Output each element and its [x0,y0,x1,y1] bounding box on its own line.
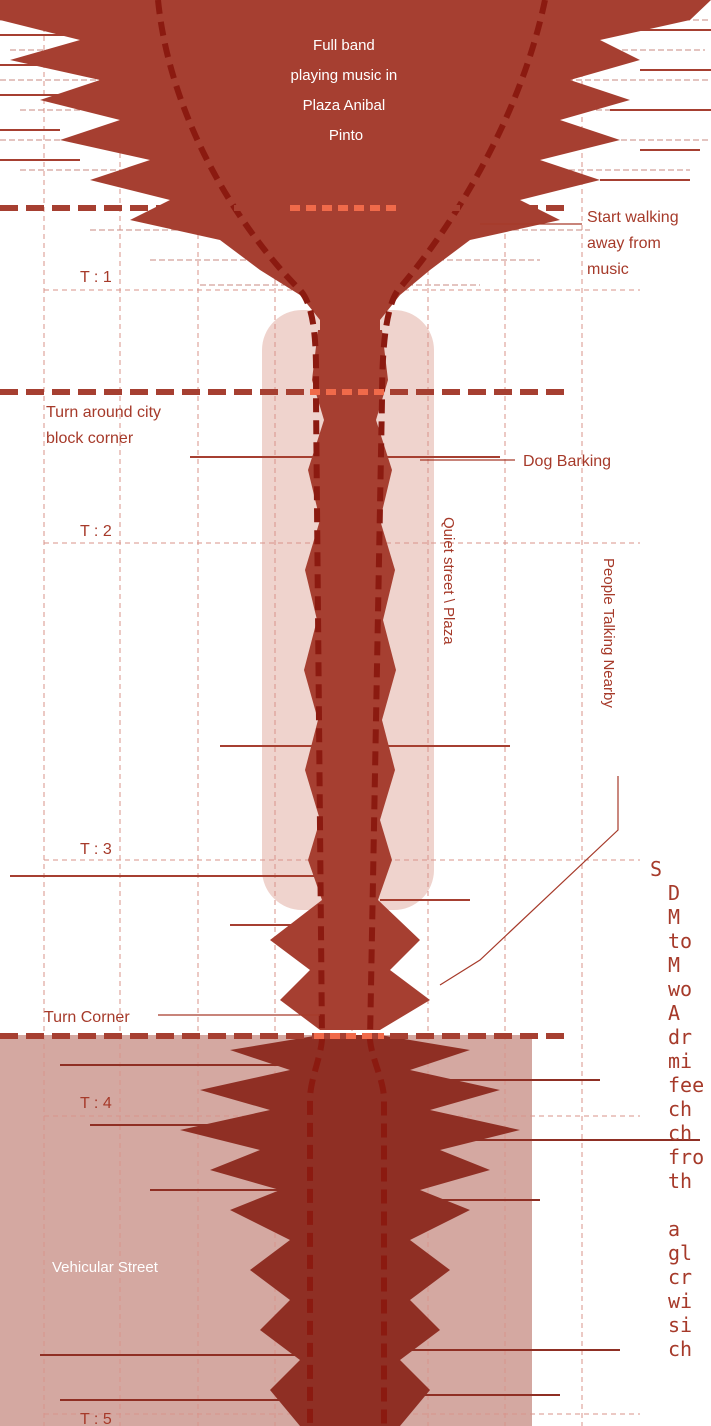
start-walking-label: Start walking away from music [587,209,683,278]
handwritten-line: to [668,929,692,953]
right-path-guide [366,0,548,1426]
leader-lines [158,223,619,1016]
leader-people [439,776,619,986]
start-walking-line: Start walking [587,209,679,226]
handwritten-line: D [668,881,680,905]
time-marker-1: T : 1 [80,269,112,286]
vehicular-street-label: Vehicular Street [52,1259,159,1276]
quiet-street-label: Quiet street \ Plaza [440,517,457,645]
music-funnel-edge-lines [0,29,711,181]
vehicular-street-wave [180,1035,520,1426]
event-lines [0,205,572,1039]
band-label: Full band playing music in Plaza Anibal … [291,37,402,144]
handwritten-line: ch [668,1121,692,1145]
handwritten-line: wi [668,1289,692,1313]
path-guides [155,0,548,1426]
handwritten-line: gl [668,1241,692,1265]
handwritten-note: S D M to M wo A dr mi fee ch ch fro th a… [650,857,711,1361]
time-marker-5: T : 5 [80,1411,112,1426]
turn-block-label: Turn around city block corner [46,404,165,447]
band-label-line: Plaza Anibal [303,97,386,114]
time-marker-labels: T : 1 T : 2 T : 3 T : 4 T : 5 [80,269,112,1426]
turn-corner-label: Turn Corner [44,1009,130,1026]
handwritten-line: fee [668,1073,704,1097]
handwritten-line: M [668,905,680,929]
handwritten-line: ch [668,1337,692,1361]
time-marker-4: T : 4 [80,1095,112,1112]
handwritten-line: si [668,1313,692,1337]
handwritten-line: wo [668,977,692,1001]
people-talking-label: People Talking Nearby [600,558,617,708]
handwritten-line: fro [668,1145,704,1169]
left-path-guide [155,0,326,1426]
band-label-line: playing music in [291,67,398,84]
start-walking-line: music [587,261,629,278]
handwritten-line: M [668,953,680,977]
vehicular-street-spikes [40,1064,700,1401]
handwritten-line: ch [668,1097,692,1121]
quiet-street-spikes [10,456,510,926]
handwritten-line: cr [668,1265,692,1289]
band-label-line: Pinto [329,127,363,144]
time-marker-3: T : 3 [80,841,112,858]
quiet-street-wave [270,330,430,1030]
band-label-line: Full band [313,37,375,54]
turn-block-line: block corner [46,430,134,447]
music-funnel-wave [0,0,711,330]
handwritten-line: th [668,1169,692,1193]
start-walking-line: away from [587,235,661,252]
handwritten-line: A [668,1001,680,1025]
handwritten-line: a [668,1217,680,1241]
handwritten-line: mi [668,1049,692,1073]
event-highlights [290,205,400,1039]
handwritten-line: dr [668,1025,692,1049]
dog-barking-label: Dog Barking [523,453,611,470]
turn-block-line: Turn around city [46,404,161,421]
handwritten-line: S [650,857,662,881]
time-marker-2: T : 2 [80,523,112,540]
